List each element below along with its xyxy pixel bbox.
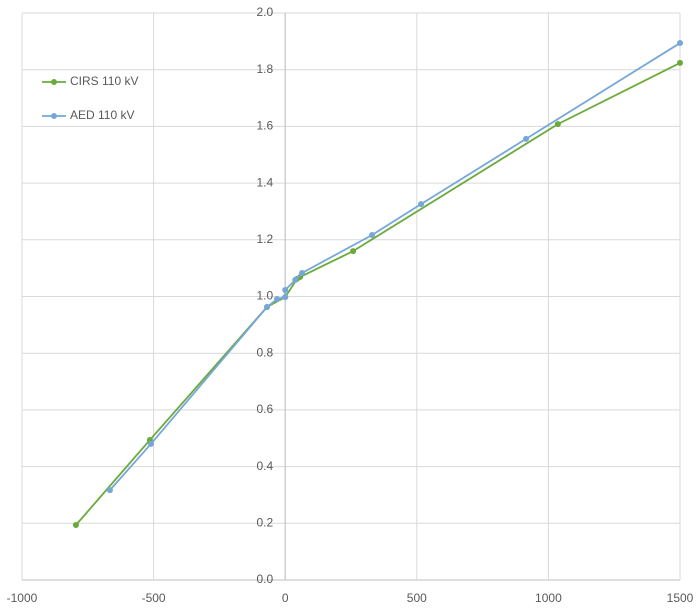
data-point — [106, 487, 113, 494]
y-tick-label: 0.6 — [257, 402, 274, 416]
y-tick-label: 0.0 — [257, 572, 274, 586]
x-tick-label: 0 — [282, 591, 289, 605]
data-point — [299, 269, 306, 276]
y-tick-label: 1.8 — [257, 62, 274, 76]
data-point — [264, 303, 271, 310]
y-tick-label: 0.2 — [257, 515, 274, 529]
x-tick-label: 500 — [407, 591, 427, 605]
y-tick-label: 0.4 — [257, 459, 274, 473]
data-point — [350, 248, 357, 255]
data-point — [292, 277, 299, 284]
x-tick-label: 1500 — [667, 591, 694, 605]
y-tick-label: 1.2 — [257, 232, 274, 246]
data-point — [282, 286, 289, 293]
x-tick-label: -500 — [142, 591, 166, 605]
data-point — [72, 522, 79, 529]
series-line — [75, 62, 681, 526]
data-point — [369, 231, 376, 238]
data-point — [418, 201, 425, 208]
data-point — [147, 440, 154, 447]
legend-marker — [51, 113, 57, 119]
legend-marker — [51, 79, 57, 85]
data-point — [274, 296, 281, 303]
data-point — [523, 135, 530, 142]
series-line — [109, 42, 681, 491]
y-tick-label: 0.8 — [257, 345, 274, 359]
x-tick-label: 1000 — [535, 591, 562, 605]
x-tick-label: -1000 — [7, 591, 38, 605]
data-point — [554, 121, 561, 128]
data-point — [677, 40, 683, 47]
y-tick-label: 1.6 — [257, 119, 274, 133]
data-point — [677, 59, 683, 66]
legend-label: CIRS 110 kV — [70, 74, 138, 88]
y-tick-label: 1.4 — [257, 175, 274, 189]
y-tick-label: 1.0 — [257, 289, 274, 303]
data-point — [282, 294, 289, 301]
legend-label: AED 110 kV — [70, 108, 134, 122]
y-tick-label: 2.0 — [257, 5, 274, 19]
